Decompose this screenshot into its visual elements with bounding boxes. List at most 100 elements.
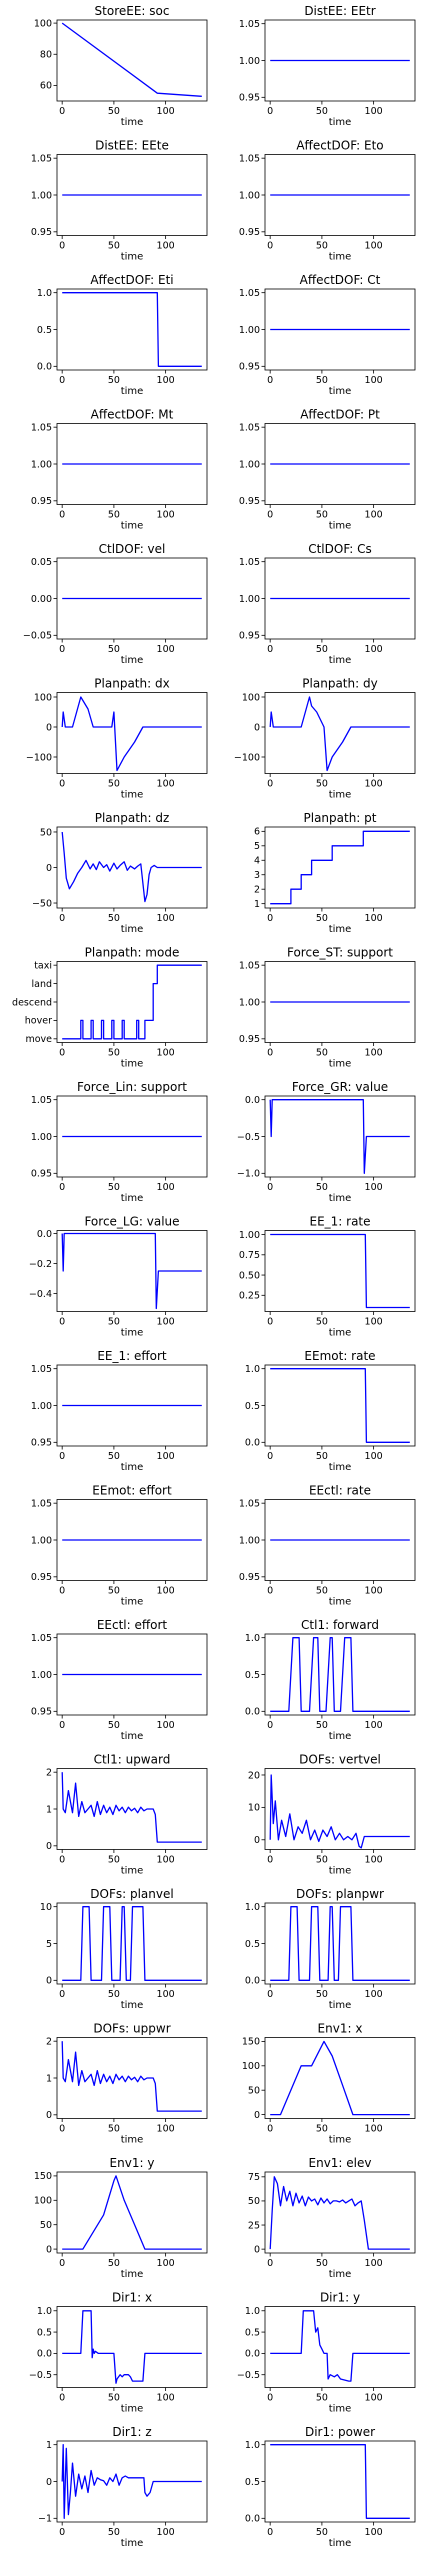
subplot-title: Force_LG: value xyxy=(84,1215,179,1229)
y-tick-label: 1.00 xyxy=(239,56,260,67)
x-tick-label: 50 xyxy=(108,1317,120,1328)
x-axis-label: time xyxy=(121,655,144,666)
x-tick-label: 0 xyxy=(267,375,273,386)
subplot-title: EEctl: rate xyxy=(309,1484,371,1498)
x-tick-label: 0 xyxy=(59,779,65,790)
y-tick-label: 0.0 xyxy=(245,1095,260,1106)
x-tick-label: 0 xyxy=(267,106,273,117)
subplot-18: Force_LG: value 0 50 100 time −0.4 −0.2 0.0 xyxy=(29,1215,207,1339)
subplot-16: Force_Lin: support 0 50 100 time 0.95 1.00 1.05 xyxy=(31,1080,207,1204)
subplot-title: Planpath: dx xyxy=(94,677,169,691)
y-tick-label: 20 xyxy=(248,1770,260,1781)
y-tick-label: 1.0 xyxy=(245,2440,260,2451)
subplot-37: Dir1: power 0 50 100 time 0.0 0.5 1.0 xyxy=(245,2425,415,2549)
subplot-title: Force_ST: support xyxy=(287,946,393,960)
x-tick-label: 0 xyxy=(59,1989,65,2000)
x-axis-label: time xyxy=(121,1328,144,1339)
y-tick-label: 1.00 xyxy=(239,190,260,201)
x-tick-label: 50 xyxy=(316,1855,328,1866)
x-tick-label: 50 xyxy=(108,1989,120,2000)
series-line xyxy=(62,1907,202,1981)
y-tick-label: 1.0 xyxy=(245,2306,260,2317)
subplot-24: EEctl: effort0 50 100time0.951.001.05 xyxy=(31,1618,207,1742)
y-tick-label: 1.0 xyxy=(37,2306,52,2317)
subplot-3: AffectDOF: Eto 0 50 100 time 0.95 1.00 1.05 xyxy=(239,139,415,263)
x-tick-label: 50 xyxy=(316,375,328,386)
y-tick-label: hover xyxy=(25,1016,52,1027)
x-tick-label: 100 xyxy=(365,1989,383,2000)
x-tick-label: 100 xyxy=(157,1989,175,2000)
x-axis-label: time xyxy=(121,1193,144,1204)
y-tick-label: 4 xyxy=(254,856,260,867)
y-tick-label: 0.75 xyxy=(239,1250,260,1261)
x-tick-label: 0 xyxy=(267,1586,273,1597)
subplot-title: Env1: elev xyxy=(309,2156,372,2170)
x-axis-label: time xyxy=(329,2404,352,2415)
x-axis-label: time xyxy=(329,924,352,935)
x-tick-label: 0 xyxy=(59,1720,65,1731)
x-tick-label: 0 xyxy=(267,913,273,924)
subplot-title: Dir1: x xyxy=(112,2291,152,2305)
y-tick-label: 1 xyxy=(254,899,260,910)
x-tick-label: 50 xyxy=(316,1317,328,1328)
y-tick-label: 25 xyxy=(248,2220,260,2231)
subplot-10: Planpath: dx 0 50 100 time −100 0 100 xyxy=(26,677,207,801)
series-line xyxy=(270,1100,410,1174)
y-tick-label: 0.95 xyxy=(31,496,52,507)
x-tick-label: 0 xyxy=(59,1451,65,1462)
x-tick-label: 50 xyxy=(108,913,120,924)
subplot-14: Planpath: mode 0 50 100 time move hover descend… xyxy=(12,946,207,1070)
y-tick-label: 1.00 xyxy=(31,459,52,470)
y-tick-label: 0.0 xyxy=(245,1438,260,1449)
x-tick-label: 100 xyxy=(157,1720,175,1731)
y-tick-label: 1.05 xyxy=(239,422,260,433)
subplot-title: Planpath: pt xyxy=(304,811,377,825)
y-tick-label: −1 xyxy=(38,2514,52,2525)
x-tick-label: 0 xyxy=(59,1586,65,1597)
x-axis-label: time xyxy=(121,1059,144,1070)
subplot-15: Force_ST: support 0 50 100 time 0.95 1.00 1.05 xyxy=(239,946,415,1070)
y-tick-label: 1.00 xyxy=(31,1670,52,1681)
x-axis-label: time xyxy=(329,1193,352,1204)
x-tick-label: 0 xyxy=(267,2124,273,2135)
y-tick-label: 1.05 xyxy=(239,19,260,30)
y-tick-label: 0 xyxy=(254,1835,260,1846)
y-tick-label: 150 xyxy=(34,2171,52,2182)
y-tick-label: 100 xyxy=(34,18,52,29)
axes-frame xyxy=(265,1231,415,1312)
y-tick-label: 0.5 xyxy=(245,1401,260,1412)
x-tick-label: 100 xyxy=(157,1317,175,1328)
subplot-title: AffectDOF: Eto xyxy=(296,139,383,153)
x-tick-label: 100 xyxy=(157,241,175,252)
subplot-title: AffectDOF: Eti xyxy=(90,273,173,287)
subplot-title: DOFs: uppwr xyxy=(93,2022,170,2036)
y-tick-label: 1.05 xyxy=(31,153,52,164)
subplot-title: Env1: x xyxy=(318,2022,363,2036)
subplot-title: AffectDOF: Mt xyxy=(91,408,174,422)
y-tick-label: 0 xyxy=(254,2244,260,2255)
y-tick-label: 2 xyxy=(46,1767,52,1778)
axes-frame xyxy=(57,693,207,774)
y-tick-label: 0 xyxy=(254,2110,260,2121)
y-tick-label: 0.00 xyxy=(31,594,52,605)
subplot-title: AffectDOF: Pt xyxy=(300,408,380,422)
x-tick-label: 50 xyxy=(108,2124,120,2135)
x-tick-label: 100 xyxy=(365,1317,383,1328)
x-tick-label: 0 xyxy=(267,1855,273,1866)
series-line xyxy=(62,2311,202,2383)
x-tick-label: 100 xyxy=(365,106,383,117)
y-tick-label: 1.05 xyxy=(31,1364,52,1375)
x-tick-label: 0 xyxy=(59,1048,65,1059)
subplot-title: Ctl1: forward xyxy=(301,1618,379,1632)
x-tick-label: 50 xyxy=(108,375,120,386)
x-tick-label: 100 xyxy=(157,1182,175,1193)
x-tick-label: 0 xyxy=(267,1048,273,1059)
x-tick-label: 100 xyxy=(365,2393,383,2404)
series-line xyxy=(270,831,410,903)
subplot-title: Dir1: z xyxy=(112,2425,151,2439)
x-tick-label: 100 xyxy=(365,913,383,924)
x-tick-label: 50 xyxy=(316,2393,328,2404)
x-axis-label: time xyxy=(121,924,144,935)
subplot-35: Dir1: y 0 50 100 time −0.5 0.0 0.5 1.0 xyxy=(237,2291,415,2415)
